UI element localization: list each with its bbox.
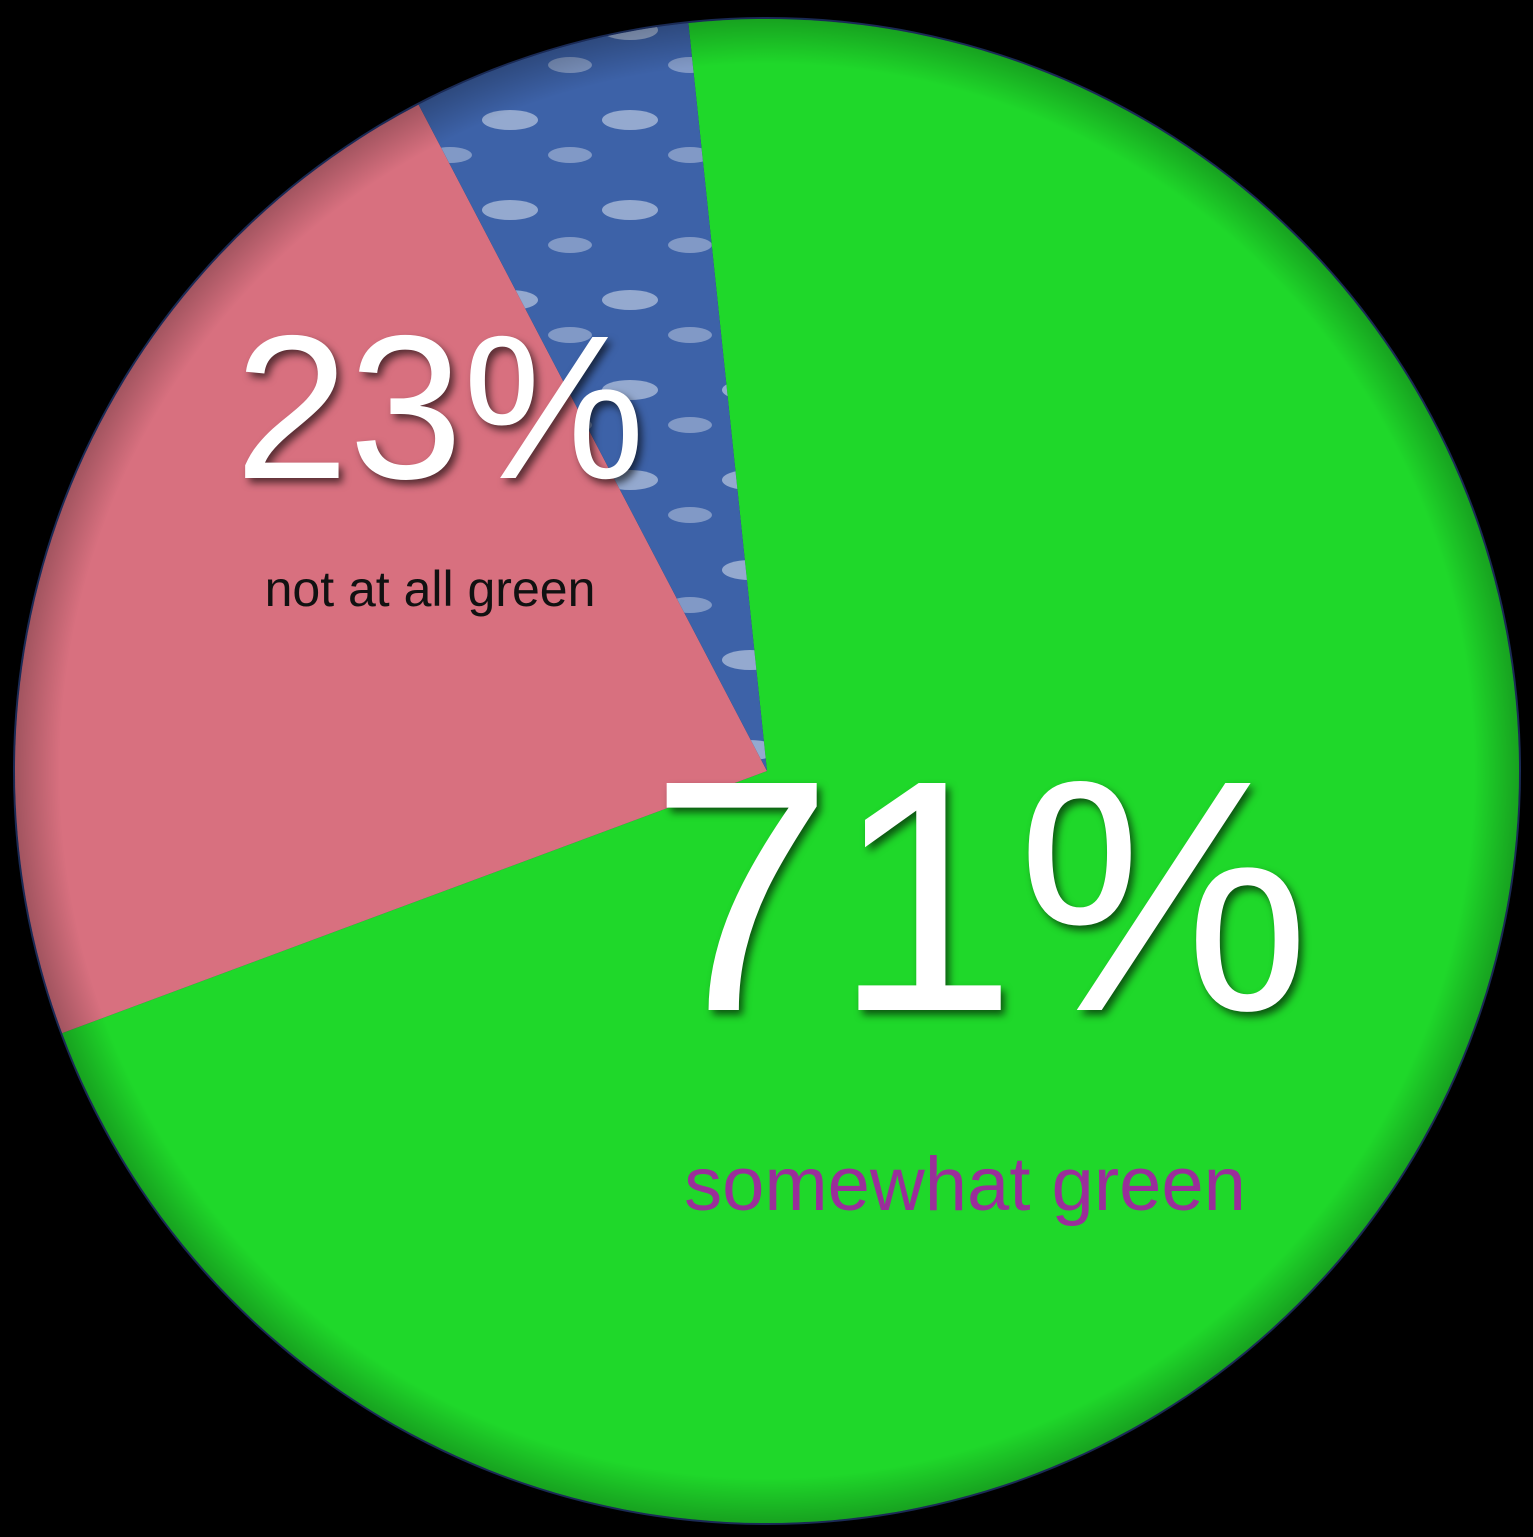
category-label: not at all green <box>265 561 596 617</box>
value-label: 71% <box>650 711 1310 1080</box>
category-label: somewhat green <box>684 1142 1246 1227</box>
value-label: 23% <box>235 293 645 522</box>
